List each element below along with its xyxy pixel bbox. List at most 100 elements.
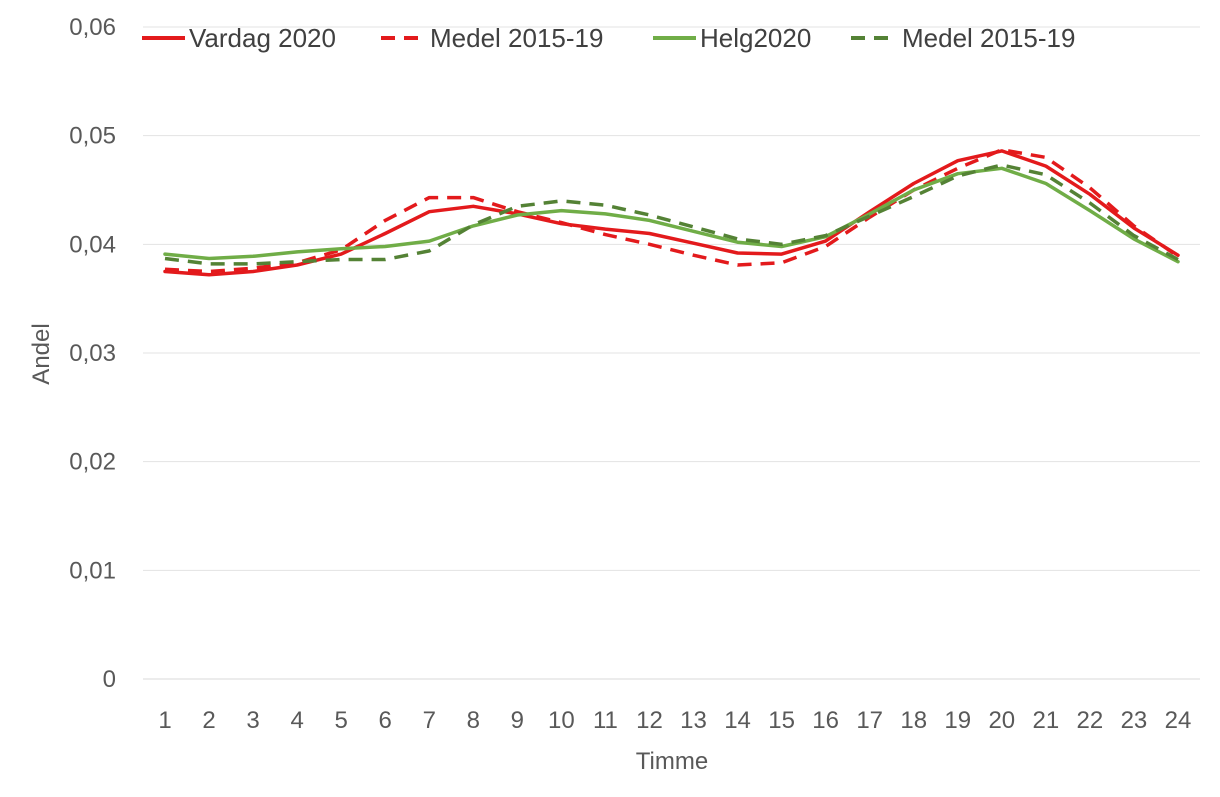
data-point bbox=[428, 249, 431, 252]
data-point bbox=[164, 253, 167, 256]
data-point bbox=[692, 254, 695, 257]
data-point bbox=[296, 250, 299, 253]
data-point bbox=[604, 228, 607, 231]
data-point bbox=[252, 255, 255, 258]
data-point bbox=[604, 212, 607, 215]
x-tick-label: 21 bbox=[1033, 707, 1060, 734]
legend-item: Medel 2015-19 bbox=[381, 23, 603, 53]
data-point bbox=[736, 241, 739, 244]
x-tick-label: 9 bbox=[511, 707, 524, 734]
data-point bbox=[868, 215, 871, 218]
data-point bbox=[384, 245, 387, 248]
data-point bbox=[208, 257, 211, 260]
data-point bbox=[428, 240, 431, 243]
y-axis-title: Andel bbox=[28, 323, 55, 384]
x-tick-label: 18 bbox=[900, 707, 927, 734]
data-point bbox=[164, 257, 167, 260]
data-point bbox=[692, 230, 695, 233]
data-point bbox=[1132, 224, 1135, 227]
data-point bbox=[648, 219, 651, 222]
data-point bbox=[1176, 258, 1179, 261]
data-point bbox=[472, 196, 475, 199]
series-group bbox=[164, 163, 1179, 266]
x-tick-label: 10 bbox=[548, 707, 575, 734]
data-point bbox=[824, 245, 827, 248]
data-point bbox=[472, 205, 475, 208]
data-point bbox=[736, 252, 739, 255]
series-lines bbox=[163, 148, 1180, 277]
data-point bbox=[1088, 209, 1091, 212]
y-tick-label: 0,02 bbox=[69, 449, 116, 476]
series-line bbox=[164, 148, 1179, 274]
x-tick-label: 15 bbox=[768, 707, 795, 734]
data-point bbox=[956, 167, 959, 170]
data-point bbox=[604, 233, 607, 236]
series-group bbox=[163, 149, 1180, 277]
legend-label: Medel 2015-19 bbox=[430, 23, 603, 53]
y-axis-tick-labels: 0 0,01 0,02 0,03 0,04 0,05 0,06 bbox=[69, 14, 116, 693]
x-tick-label: 23 bbox=[1121, 707, 1148, 734]
data-point bbox=[604, 204, 607, 207]
data-point bbox=[824, 234, 827, 237]
x-tick-label: 22 bbox=[1077, 707, 1104, 734]
x-tick-label: 2 bbox=[202, 707, 215, 734]
data-point bbox=[1088, 202, 1091, 205]
x-tick-label: 12 bbox=[636, 707, 663, 734]
series-group bbox=[164, 148, 1179, 274]
data-point bbox=[692, 225, 695, 228]
series-group bbox=[163, 166, 1180, 264]
data-point bbox=[1088, 193, 1091, 196]
data-point bbox=[824, 240, 827, 243]
y-tick-label: 0,04 bbox=[69, 231, 116, 258]
data-point bbox=[472, 223, 475, 226]
series-line bbox=[163, 166, 1180, 264]
data-point bbox=[956, 159, 959, 162]
legend-item: Medel 2015-19 bbox=[851, 23, 1075, 53]
data-point bbox=[1000, 148, 1003, 151]
legend-label: Medel 2015-19 bbox=[902, 23, 1075, 53]
series-line bbox=[163, 149, 1180, 277]
data-point bbox=[736, 263, 739, 266]
data-point bbox=[692, 242, 695, 245]
data-point bbox=[1044, 182, 1047, 185]
data-point bbox=[1044, 156, 1047, 159]
y-tick-label: 0,03 bbox=[69, 340, 116, 367]
legend-item: Helg2020 bbox=[653, 23, 811, 53]
data-point bbox=[780, 243, 783, 246]
x-tick-label: 20 bbox=[988, 707, 1015, 734]
gridlines bbox=[143, 26, 1200, 680]
data-point bbox=[560, 221, 563, 224]
data-point bbox=[1044, 173, 1047, 176]
data-point bbox=[208, 270, 211, 273]
x-tick-label: 24 bbox=[1165, 707, 1192, 734]
legend-label: Helg2020 bbox=[700, 23, 811, 53]
data-point bbox=[208, 262, 211, 265]
data-point bbox=[648, 232, 651, 235]
data-point bbox=[1088, 186, 1091, 189]
data-point bbox=[1044, 165, 1047, 168]
data-point bbox=[516, 205, 519, 208]
data-point bbox=[648, 243, 651, 246]
data-point bbox=[560, 209, 563, 212]
data-point bbox=[340, 247, 343, 250]
data-point bbox=[428, 196, 431, 199]
data-point bbox=[208, 273, 211, 276]
data-point bbox=[384, 258, 387, 261]
x-tick-label: 7 bbox=[423, 707, 436, 734]
legend-item: Vardag 2020 bbox=[142, 23, 336, 53]
x-tick-label: 14 bbox=[724, 707, 751, 734]
legend-label: Vardag 2020 bbox=[189, 23, 336, 53]
data-point bbox=[912, 182, 915, 185]
y-tick-label: 0 bbox=[103, 666, 116, 693]
data-point bbox=[1000, 167, 1003, 170]
x-tick-label: 1 bbox=[158, 707, 171, 734]
data-point bbox=[384, 232, 387, 235]
x-axis-tick-labels: 1 2 3 4 5 6 7 8 9 10 11 12 13 14 15 16 17 18 19 20 21 22 23 24 bbox=[158, 707, 1191, 734]
data-point bbox=[516, 213, 519, 216]
data-point bbox=[340, 253, 343, 256]
x-tick-label: 8 bbox=[467, 707, 480, 734]
data-point bbox=[252, 267, 255, 270]
y-tick-label: 0,05 bbox=[69, 123, 116, 150]
